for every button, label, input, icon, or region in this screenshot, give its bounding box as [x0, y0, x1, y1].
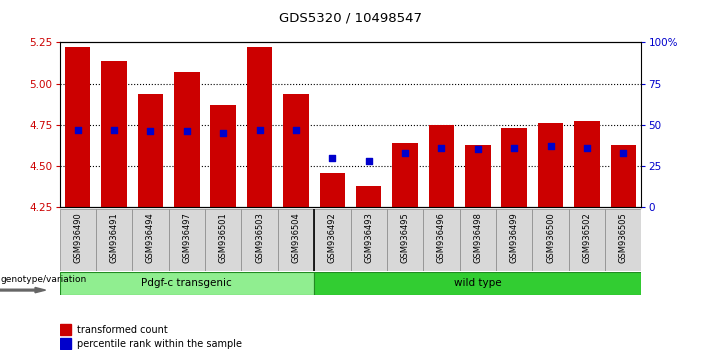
Point: [182, 129, 193, 134]
Point: [581, 145, 592, 151]
Point: [72, 127, 83, 132]
Bar: [138, 93, 163, 207]
Text: genotype/variation: genotype/variation: [1, 275, 87, 284]
Bar: [574, 121, 599, 207]
Point: [436, 145, 447, 151]
Bar: [102, 61, 127, 207]
Text: GSM936495: GSM936495: [400, 212, 409, 263]
Point: [545, 143, 556, 149]
Text: wild type: wild type: [454, 278, 502, 288]
Point: [109, 127, 120, 132]
Bar: [532, 209, 569, 271]
Point: [400, 150, 411, 156]
Bar: [611, 144, 636, 207]
Text: percentile rank within the sample: percentile rank within the sample: [77, 339, 242, 349]
Text: GSM936494: GSM936494: [146, 212, 155, 263]
Bar: [174, 72, 200, 207]
Bar: [247, 47, 272, 207]
Bar: [60, 324, 72, 335]
Bar: [205, 209, 241, 271]
Bar: [314, 209, 350, 271]
Bar: [320, 172, 345, 207]
Bar: [314, 272, 641, 295]
Text: GSM936497: GSM936497: [182, 212, 191, 263]
Bar: [60, 272, 314, 295]
Bar: [429, 125, 454, 207]
Point: [618, 150, 629, 156]
Bar: [605, 209, 641, 271]
Text: GSM936490: GSM936490: [74, 212, 82, 263]
Point: [254, 127, 265, 132]
Text: GSM936498: GSM936498: [473, 212, 482, 263]
Text: GDS5320 / 10498547: GDS5320 / 10498547: [279, 12, 422, 25]
Point: [472, 147, 484, 152]
Text: GSM936492: GSM936492: [328, 212, 336, 263]
Point: [290, 127, 301, 132]
Bar: [569, 209, 605, 271]
Point: [327, 155, 338, 161]
Text: GSM936504: GSM936504: [292, 212, 301, 263]
Bar: [278, 209, 314, 271]
Bar: [387, 209, 423, 271]
Bar: [423, 209, 460, 271]
Bar: [241, 209, 278, 271]
Bar: [538, 123, 563, 207]
Bar: [283, 93, 308, 207]
Bar: [60, 209, 96, 271]
Bar: [132, 209, 169, 271]
Text: GSM936501: GSM936501: [219, 212, 228, 263]
Point: [145, 129, 156, 134]
Bar: [460, 209, 496, 271]
Bar: [350, 209, 387, 271]
Bar: [501, 128, 527, 207]
Text: GSM936499: GSM936499: [510, 212, 519, 263]
Text: GSM936493: GSM936493: [365, 212, 373, 263]
Bar: [65, 47, 90, 207]
Text: GSM936503: GSM936503: [255, 212, 264, 263]
Bar: [393, 143, 418, 207]
Bar: [210, 105, 236, 207]
Text: transformed count: transformed count: [77, 325, 168, 335]
Point: [217, 130, 229, 136]
Bar: [60, 338, 72, 349]
Text: GSM936502: GSM936502: [583, 212, 592, 263]
Bar: [96, 209, 132, 271]
Text: GSM936491: GSM936491: [109, 212, 118, 263]
Bar: [169, 209, 205, 271]
Point: [508, 145, 519, 151]
Text: GSM936496: GSM936496: [437, 212, 446, 263]
Bar: [356, 186, 381, 207]
Text: Pdgf-c transgenic: Pdgf-c transgenic: [142, 278, 232, 288]
Text: GSM936500: GSM936500: [546, 212, 555, 263]
Bar: [496, 209, 532, 271]
Text: GSM936505: GSM936505: [619, 212, 627, 263]
Point: [363, 158, 374, 164]
Bar: [465, 144, 491, 207]
